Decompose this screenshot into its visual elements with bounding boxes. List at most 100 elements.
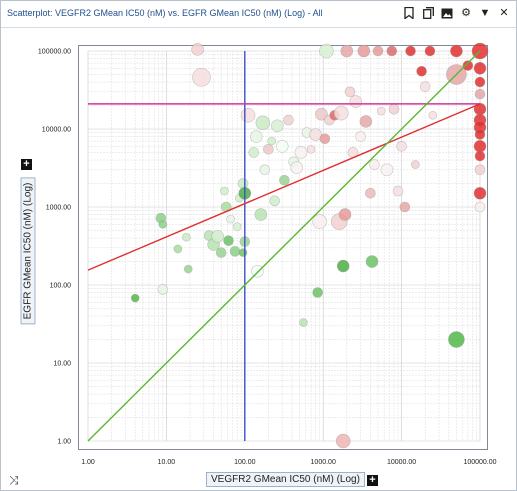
data-point: [319, 43, 334, 59]
x-tick-label: 1000.00: [311, 459, 336, 466]
data-point: [312, 214, 327, 229]
data-point: [283, 114, 294, 126]
data-point: [473, 140, 487, 153]
data-point: [355, 131, 366, 142]
data-point: [192, 68, 211, 87]
data-point: [238, 248, 248, 257]
data-point: [312, 287, 323, 298]
data-point: [474, 201, 486, 213]
data-point: [411, 160, 420, 169]
data-point: [240, 107, 256, 123]
data-point: [340, 44, 354, 58]
data-point: [182, 232, 191, 242]
x-axis-label[interactable]: VEGFR2 GMean IC50 (nM) (Log): [206, 472, 365, 487]
data-point: [336, 259, 350, 273]
data-point: [419, 81, 431, 92]
data-point: [211, 230, 224, 243]
data-point: [474, 88, 486, 100]
title-bar-icons: ⚙ ▼ ✕: [403, 6, 510, 20]
y-tick-label: 1.00: [57, 439, 71, 446]
data-point: [380, 163, 394, 177]
data-point: [474, 150, 486, 162]
data-point: [365, 187, 376, 199]
gear-icon[interactable]: ⚙: [461, 6, 471, 19]
data-point: [376, 106, 386, 116]
data-point: [309, 128, 322, 141]
data-point: [275, 140, 289, 153]
y-tick-label: 100000.00: [38, 49, 71, 56]
data-point: [357, 44, 371, 58]
x-tick-label: 1.00: [81, 459, 95, 466]
data-point: [279, 174, 290, 186]
data-point: [158, 220, 168, 229]
data-point: [183, 264, 193, 274]
data-point: [319, 133, 331, 145]
data-point: [392, 185, 404, 197]
data-point: [271, 119, 284, 133]
data-point: [424, 45, 436, 57]
data-point: [263, 143, 274, 155]
data-point: [248, 147, 260, 158]
data-point: [372, 45, 384, 57]
data-point: [369, 159, 380, 170]
title-bar: Scatterplot: VEGFR2 GMean IC50 (nM) vs. …: [1, 1, 516, 28]
data-point: [294, 146, 308, 159]
data-point: [255, 115, 271, 131]
data-point: [386, 45, 398, 57]
y-tick-label: 10000.00: [42, 127, 71, 134]
window-title: Scatterplot: VEGFR2 GMean IC50 (nM) vs. …: [7, 8, 323, 18]
data-point: [388, 103, 400, 115]
data-point: [173, 244, 183, 254]
x-axis-plus-icon[interactable]: +: [367, 475, 378, 486]
data-point: [130, 293, 140, 303]
data-point: [251, 264, 264, 278]
data-point: [229, 246, 241, 257]
data-point: [157, 284, 169, 295]
data-point: [223, 235, 234, 246]
data-point: [269, 195, 280, 207]
data-point: [349, 95, 363, 108]
data-point: [344, 86, 356, 98]
data-point: [191, 43, 204, 56]
data-point: [474, 129, 486, 140]
y-tick-label: 10.00: [53, 361, 71, 368]
image-icon[interactable]: [441, 6, 453, 20]
identity-reference-line: [87, 50, 481, 442]
data-point: [416, 65, 427, 77]
x-tick-label: 10.00: [158, 459, 176, 466]
data-point: [474, 164, 486, 176]
data-point: [226, 214, 235, 224]
y-tick-label: 100.00: [50, 283, 72, 290]
data-point: [237, 178, 249, 189]
data-point: [259, 164, 271, 176]
data-point: [399, 201, 411, 213]
fit-reference-line: [87, 103, 481, 271]
data-point: [306, 144, 316, 154]
data-point: [254, 208, 268, 221]
data-point: [335, 433, 351, 449]
x-tick-label: 10000.00: [387, 459, 416, 466]
copy-icon[interactable]: [422, 6, 434, 20]
data-point: [473, 62, 487, 75]
data-point: [232, 222, 242, 231]
data-point: [474, 76, 486, 88]
bookmark-icon[interactable]: [403, 6, 415, 20]
x-tick-label: 100.00: [234, 459, 256, 466]
data-point: [290, 161, 304, 174]
close-icon[interactable]: ✕: [499, 6, 509, 19]
data-point: [249, 130, 263, 143]
y-tick-label: 1000.00: [46, 205, 71, 212]
data-point: [220, 186, 229, 196]
data-point: [315, 107, 328, 121]
data-point: [450, 44, 463, 58]
data-point: [299, 318, 308, 327]
data-point: [448, 331, 465, 348]
shuffle-icon[interactable]: ⤨: [9, 473, 19, 487]
data-point: [338, 208, 352, 221]
data-point: [333, 105, 349, 121]
data-point: [462, 60, 474, 71]
dropdown-icon[interactable]: ▼: [479, 6, 491, 19]
y-axis-plus-icon[interactable]: +: [21, 159, 32, 170]
data-point: [365, 255, 379, 268]
